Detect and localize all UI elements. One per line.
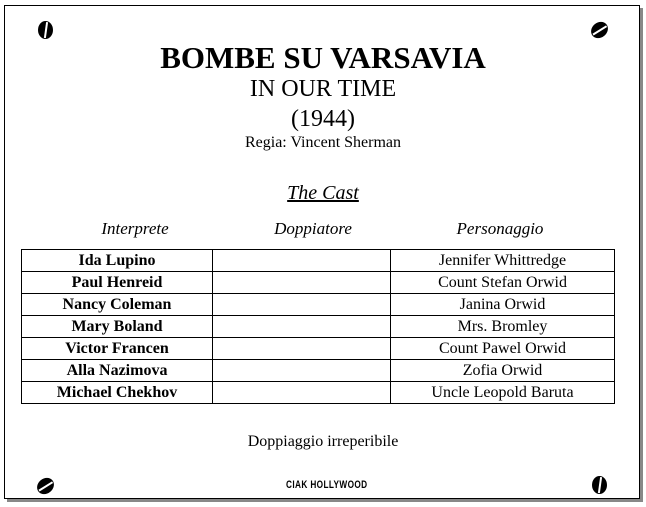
table-row: Nancy Coleman Janina Orwid bbox=[21, 293, 615, 316]
table-row: Alla Nazimova Zofia Orwid bbox=[21, 359, 615, 382]
dubbing-note: Doppiaggio irreperibile bbox=[247, 433, 399, 450]
dubber-cell bbox=[212, 337, 391, 360]
role-cell: Count Pawel Orwid bbox=[390, 337, 615, 360]
role-cell: Janina Orwid bbox=[390, 293, 615, 316]
column-header-personaggio: Personaggio bbox=[456, 219, 544, 238]
dubber-cell bbox=[212, 359, 391, 382]
actor-cell: Michael Chekhov bbox=[21, 381, 213, 404]
dubber-cell bbox=[212, 249, 391, 272]
table-row: Ida Lupino Jennifer Whittredge bbox=[21, 249, 615, 272]
screw-icon bbox=[38, 21, 53, 39]
dubber-cell bbox=[212, 293, 391, 316]
table-row: Paul Henreid Count Stefan Orwid bbox=[21, 271, 615, 294]
director: Regia: Vincent Sherman bbox=[244, 134, 402, 151]
role-cell: Uncle Leopold Baruta bbox=[390, 381, 615, 404]
role-cell: Count Stefan Orwid bbox=[390, 271, 615, 294]
cast-table: Ida Lupino Jennifer Whittredge Paul Henrei… bbox=[21, 249, 615, 404]
actor-cell: Paul Henreid bbox=[21, 271, 213, 294]
column-header-doppiatore: Doppiatore bbox=[274, 219, 352, 238]
actor-cell: Alla Nazimova bbox=[21, 359, 213, 382]
actor-cell: Ida Lupino bbox=[21, 249, 213, 272]
film-title: BOMBE SU VARSAVIA bbox=[160, 40, 486, 75]
table-row: Mary Boland Mrs. Bromley bbox=[21, 315, 615, 338]
cast-heading: The Cast bbox=[287, 182, 359, 204]
dubber-cell bbox=[212, 315, 391, 338]
table-row: Victor Francen Count Pawel Orwid bbox=[21, 337, 615, 360]
actor-cell: Victor Francen bbox=[21, 337, 213, 360]
dubber-cell bbox=[212, 381, 391, 404]
role-cell: Mrs. Bromley bbox=[390, 315, 615, 338]
original-title: IN OUR TIME bbox=[249, 76, 397, 102]
dubber-cell bbox=[212, 271, 391, 294]
column-header-interprete: Interprete bbox=[101, 219, 169, 238]
screw-icon bbox=[592, 476, 607, 494]
year: (1944) bbox=[291, 106, 355, 132]
role-cell: Jennifer Whittredge bbox=[390, 249, 615, 272]
ciak-hollywood-logo: CIAK HOLLYWOOD bbox=[286, 479, 368, 491]
actor-cell: Nancy Coleman bbox=[21, 293, 213, 316]
role-cell: Zofia Orwid bbox=[390, 359, 615, 382]
actor-cell: Mary Boland bbox=[21, 315, 213, 338]
table-row: Michael Chekhov Uncle Leopold Baruta bbox=[21, 381, 615, 404]
